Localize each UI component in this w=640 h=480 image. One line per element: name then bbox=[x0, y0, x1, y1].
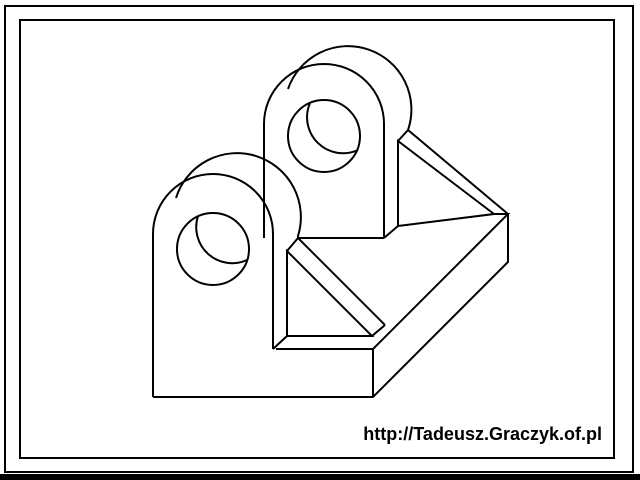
base-plate bbox=[153, 213, 511, 398]
back-lug-hole-depth bbox=[306, 102, 359, 155]
back-lug bbox=[263, 45, 413, 239]
back-lug-hole bbox=[287, 99, 361, 173]
website-url-caption: http://Tadeusz.Graczyk.of.pl bbox=[363, 424, 602, 444]
front-rib bbox=[286, 237, 386, 337]
outer-frame bbox=[4, 5, 634, 473]
inner-frame bbox=[19, 19, 615, 459]
front-lug bbox=[152, 152, 302, 397]
front-lug-hole bbox=[176, 212, 250, 286]
back-rib bbox=[397, 129, 509, 228]
bottom-border-bar bbox=[0, 474, 640, 480]
front-lug-hole-depth bbox=[195, 215, 248, 265]
